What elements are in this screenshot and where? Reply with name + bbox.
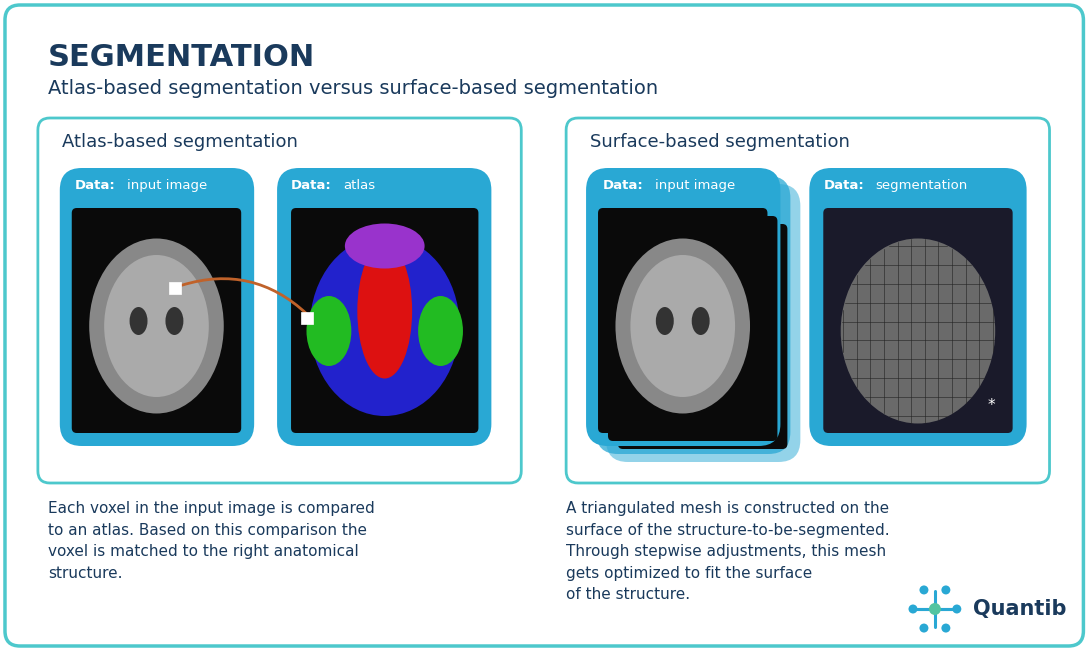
Circle shape (952, 605, 961, 613)
Ellipse shape (90, 238, 224, 413)
Text: Data:: Data: (603, 179, 644, 192)
FancyBboxPatch shape (608, 216, 778, 441)
Ellipse shape (307, 296, 352, 366)
Text: A triangulated mesh is constructed on the
surface of the structure-to-be-segment: A triangulated mesh is constructed on th… (566, 501, 890, 602)
FancyBboxPatch shape (72, 208, 241, 433)
Text: Data:: Data: (292, 179, 332, 192)
Ellipse shape (310, 236, 460, 416)
Text: Each voxel in the input image is compared
to an atlas. Based on this comparison : Each voxel in the input image is compare… (48, 501, 375, 581)
Circle shape (941, 624, 950, 633)
Text: segmentation: segmentation (875, 179, 968, 192)
Text: *: * (987, 398, 995, 413)
Circle shape (929, 603, 941, 615)
Ellipse shape (841, 238, 995, 424)
FancyBboxPatch shape (292, 208, 478, 433)
Ellipse shape (104, 255, 209, 397)
Text: Data:: Data: (74, 179, 116, 192)
Ellipse shape (130, 307, 147, 335)
Ellipse shape (357, 243, 412, 378)
Ellipse shape (345, 223, 425, 268)
FancyBboxPatch shape (606, 184, 800, 462)
FancyBboxPatch shape (596, 176, 791, 454)
Text: Surface-based segmentation: Surface-based segmentation (590, 133, 850, 151)
Bar (169, 282, 181, 294)
Bar (301, 312, 313, 324)
Text: Atlas-based segmentation: Atlas-based segmentation (62, 133, 298, 151)
FancyBboxPatch shape (38, 118, 521, 483)
FancyBboxPatch shape (60, 168, 254, 446)
Ellipse shape (418, 296, 463, 366)
Circle shape (941, 585, 950, 594)
FancyBboxPatch shape (277, 168, 491, 446)
Ellipse shape (166, 307, 183, 335)
FancyBboxPatch shape (598, 208, 768, 433)
Text: Data:: Data: (823, 179, 864, 192)
Circle shape (909, 605, 917, 613)
Text: input image: input image (655, 179, 735, 192)
Text: Quantib: Quantib (973, 599, 1066, 619)
FancyArrowPatch shape (182, 279, 307, 314)
Text: SEGMENTATION: SEGMENTATION (48, 43, 316, 72)
FancyBboxPatch shape (586, 168, 781, 446)
Circle shape (919, 624, 928, 633)
Text: Atlas-based segmentation versus surface-based segmentation: Atlas-based segmentation versus surface-… (48, 79, 658, 98)
FancyBboxPatch shape (809, 168, 1026, 446)
FancyBboxPatch shape (618, 224, 787, 449)
Ellipse shape (656, 307, 674, 335)
Ellipse shape (616, 238, 750, 413)
Circle shape (919, 585, 928, 594)
Ellipse shape (691, 307, 710, 335)
FancyBboxPatch shape (566, 118, 1049, 483)
Ellipse shape (630, 255, 735, 397)
Text: atlas: atlas (343, 179, 375, 192)
Text: input image: input image (127, 179, 206, 192)
FancyBboxPatch shape (823, 208, 1012, 433)
